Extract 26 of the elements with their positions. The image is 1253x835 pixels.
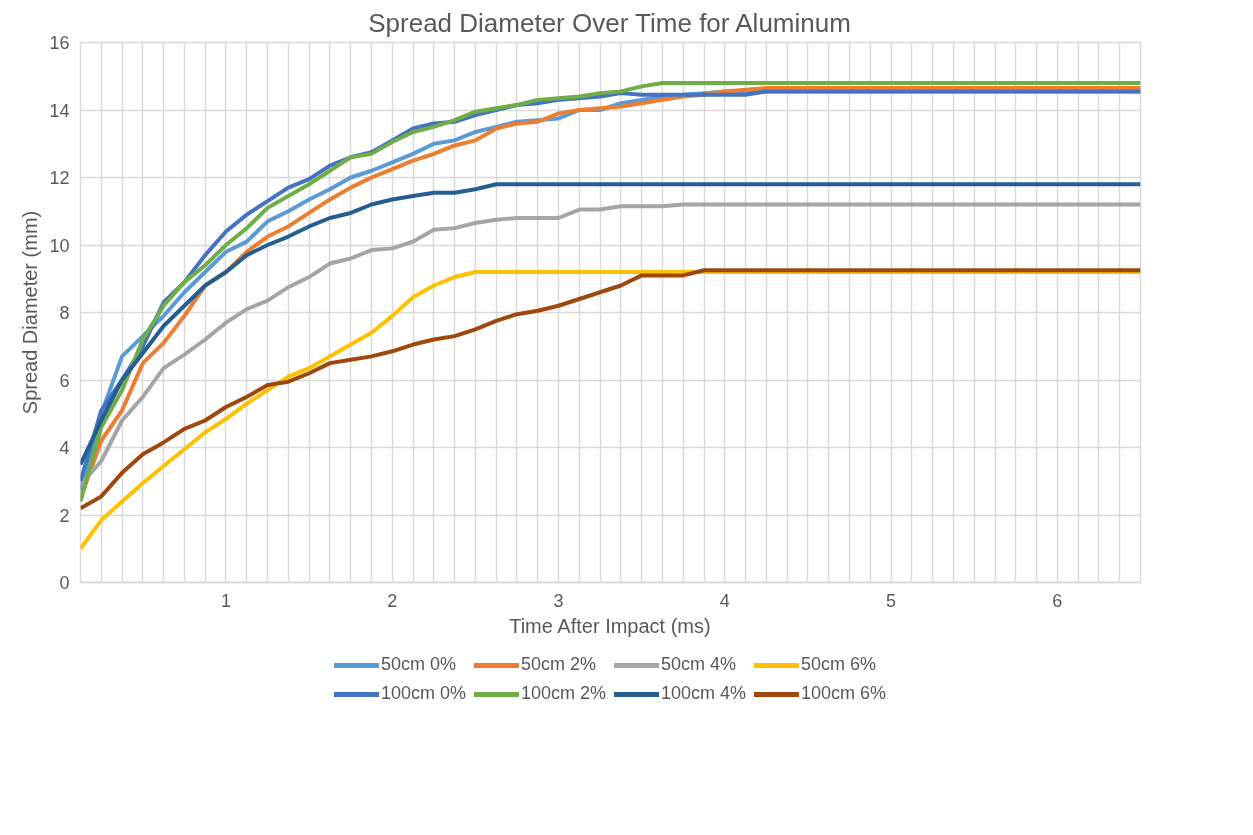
legend-label: 100cm 0% xyxy=(380,683,466,704)
x-tick-label: 1 xyxy=(220,590,231,611)
y-tick-label: 4 xyxy=(59,438,70,458)
legend-label: 50cm 6% xyxy=(801,654,877,675)
chart-title: Spread Diameter Over Time for Aluminum xyxy=(368,7,851,38)
y-tick-label: 12 xyxy=(49,168,70,188)
legend-label: 50cm 4% xyxy=(661,654,737,675)
legend-label: 50cm 2% xyxy=(520,654,596,675)
y-tick-label: 10 xyxy=(49,235,70,256)
y-tick-label: 8 xyxy=(59,303,70,323)
y-tick-label: 6 xyxy=(59,370,70,391)
x-tick-label: 6 xyxy=(1052,590,1063,611)
legend-label: 100cm 2% xyxy=(520,683,606,704)
y-tick-label: 0 xyxy=(59,573,70,593)
x-tick-label: 2 xyxy=(387,590,398,611)
y-tick-label: 2 xyxy=(59,505,70,526)
legend-label: 50cm 0% xyxy=(380,654,456,675)
legend-label: 100cm 4% xyxy=(661,683,747,704)
x-tick-label: 4 xyxy=(719,590,730,611)
y-tick-label: 16 xyxy=(49,33,70,53)
x-tick-label: 5 xyxy=(886,590,897,611)
y-tick-label: 14 xyxy=(49,100,70,121)
x-axis-title: Time After Impact (ms) xyxy=(509,614,711,637)
y-axis-title: Spread Diameter (mm) xyxy=(19,210,42,415)
legend-label: 100cm 6% xyxy=(801,683,887,704)
x-tick-label: 3 xyxy=(553,590,564,611)
